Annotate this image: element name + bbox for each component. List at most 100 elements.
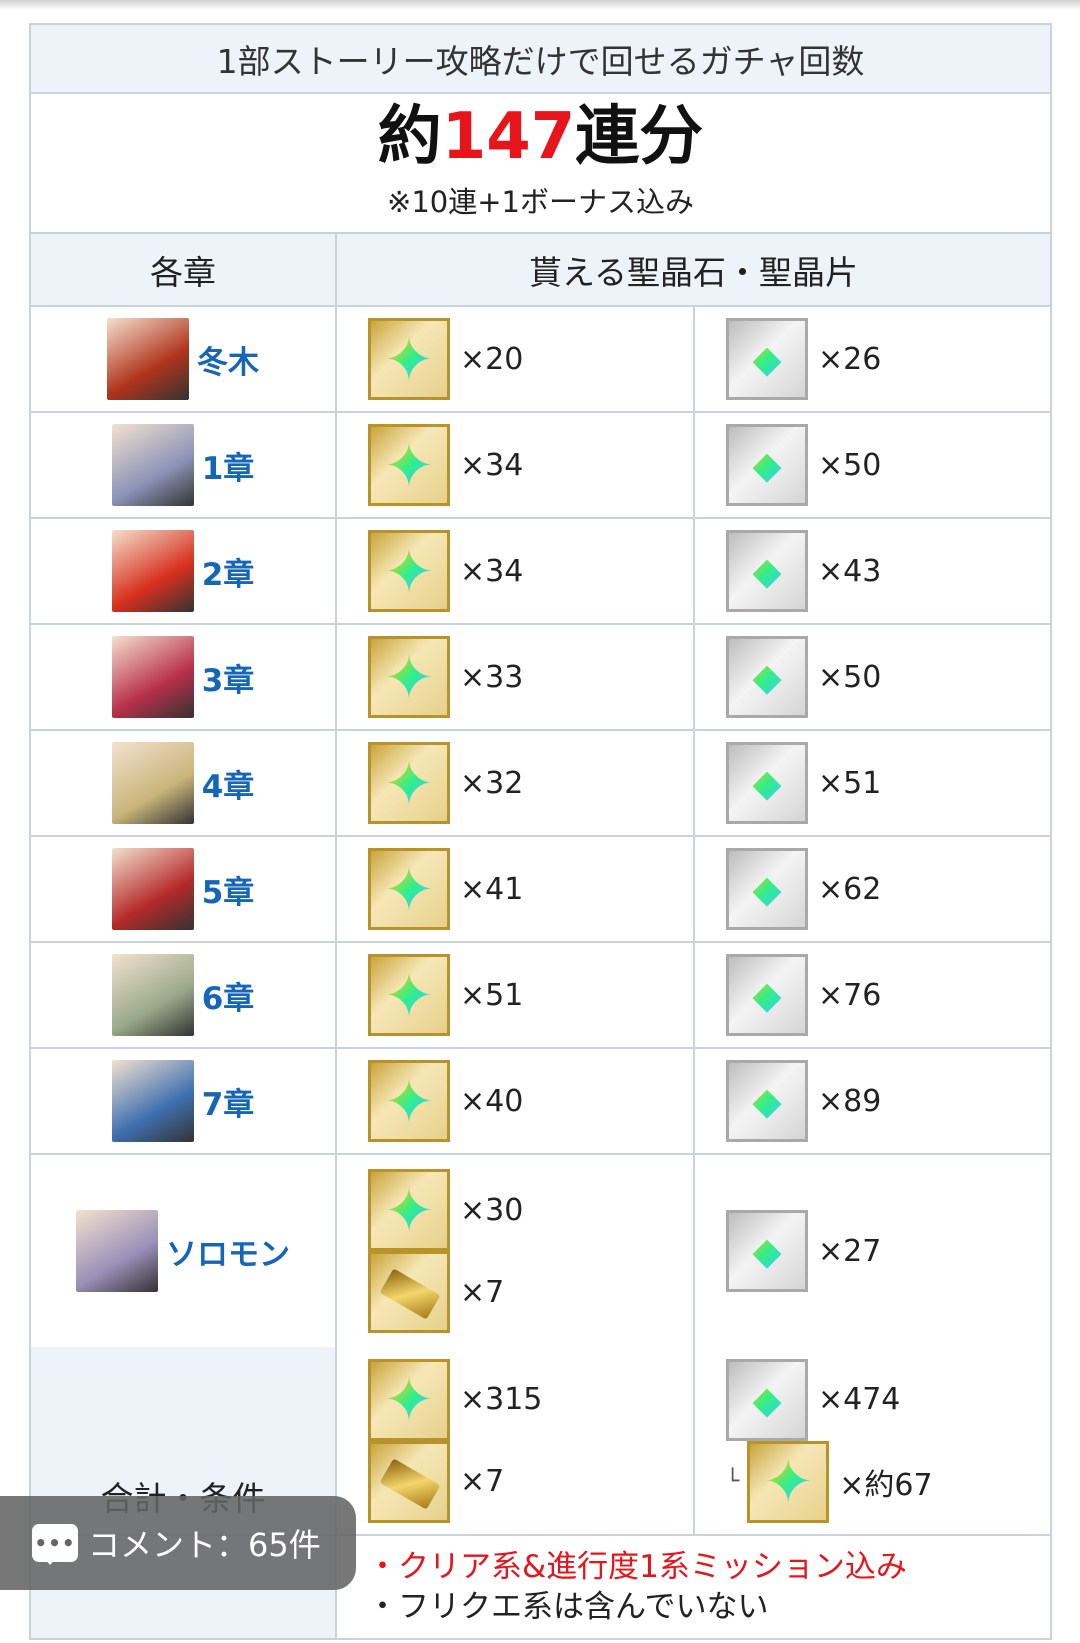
total-quartz: ×315 bbox=[460, 1382, 543, 1417]
summon-ticket-icon bbox=[368, 1440, 450, 1523]
table-row: 5章 ✦ ×41 ◆ ×62 bbox=[31, 837, 1050, 943]
saint-quartz-icon: ✦ bbox=[368, 318, 450, 400]
header-chapter: 各章 bbox=[31, 234, 337, 305]
ticket-count: ×7 bbox=[460, 1274, 505, 1310]
chapter-cell: 1章 bbox=[31, 413, 337, 517]
fragment-count: ×43 bbox=[818, 553, 882, 589]
chapter-link[interactable]: 7章 bbox=[201, 1086, 255, 1123]
quartz-fragment-icon: ◆ bbox=[726, 954, 808, 1036]
quartz-fragment-icon: ◆ bbox=[726, 530, 808, 612]
fragment-cell: ◆ ×43 bbox=[695, 519, 1050, 623]
quartz-count: ×51 bbox=[460, 977, 524, 1013]
quartz-count: ×34 bbox=[460, 447, 524, 483]
note-item: ・クリア系&進行度1系ミッション込み bbox=[367, 1549, 907, 1585]
chapter-link[interactable]: 2章 bbox=[201, 556, 255, 593]
table-row: 4章 ✦ ×32 ◆ ×51 bbox=[31, 731, 1050, 837]
quartz-fragment-icon: ◆ bbox=[726, 1210, 808, 1292]
chapter-link[interactable]: 6章 bbox=[201, 980, 255, 1017]
summary-number: 147 bbox=[441, 100, 576, 174]
top-shadow bbox=[0, 0, 1080, 10]
note-item: ・フリクエ系は含んでいない bbox=[367, 1589, 769, 1625]
fragments-as-quartz: ×約67 bbox=[839, 1467, 933, 1503]
servant-portrait bbox=[111, 848, 194, 930]
servant-portrait bbox=[111, 530, 194, 612]
quartz-cell: ✦ ×32 bbox=[337, 731, 695, 835]
chapter-link[interactable]: 1章 bbox=[201, 450, 255, 487]
summary-note: ※10連+1ボーナス込み bbox=[387, 185, 694, 219]
table-title: 1部ストーリー攻略だけで回せるガチャ回数 bbox=[31, 25, 1050, 94]
chapter-link[interactable]: ソロモン bbox=[166, 1236, 290, 1273]
saint-quartz-icon: ✦ bbox=[747, 1440, 830, 1523]
quartz-count: ×20 bbox=[460, 341, 524, 377]
fragment-count: ×50 bbox=[818, 447, 882, 483]
servant-portrait bbox=[111, 742, 194, 824]
chapter-link[interactable]: 4章 bbox=[201, 768, 255, 805]
table-row: 2章 ✦ ×34 ◆ ×43 bbox=[31, 519, 1050, 625]
saint-quartz-icon: ✦ bbox=[368, 1358, 450, 1441]
quartz-fragment-icon: ◆ bbox=[726, 318, 808, 400]
quartz-count: ×32 bbox=[460, 765, 524, 801]
comment-label: コメント：65件 bbox=[88, 1526, 321, 1564]
servant-portrait bbox=[111, 1060, 194, 1142]
quartz-cell: ✦ ×20 bbox=[337, 307, 695, 411]
fragment-cell: ◆ ×50 bbox=[695, 413, 1050, 517]
fragment-count: ×26 bbox=[818, 341, 882, 377]
servant-portrait bbox=[107, 318, 189, 400]
fragment-cell: ◆ ×26 bbox=[695, 307, 1050, 411]
quartz-count: ×41 bbox=[460, 871, 524, 907]
servant-portrait bbox=[111, 636, 194, 718]
chapter-cell: 冬木 bbox=[31, 307, 337, 411]
summary-cell: 約147連分 ※10連+1ボーナス込み bbox=[31, 94, 1050, 234]
quartz-fragment-icon: ◆ bbox=[726, 636, 808, 718]
quartz-fragment-icon: ◆ bbox=[726, 848, 808, 930]
fragment-count: ×50 bbox=[818, 659, 882, 695]
notes-cell: ・クリア系&進行度1系ミッション込み ・フリクエ系は含んでいない bbox=[337, 1536, 1050, 1638]
fragment-cell: ◆ ×89 bbox=[695, 1049, 1050, 1153]
total-quartz-cell: ✦ ×315 ×7 bbox=[337, 1347, 695, 1534]
fragment-count: ×89 bbox=[818, 1083, 882, 1119]
quartz-cell: ✦ ×40 bbox=[337, 1049, 695, 1153]
chapter-cell: ソロモン bbox=[31, 1155, 337, 1347]
summon-ticket-icon bbox=[368, 1251, 450, 1333]
comment-button[interactable]: ••• コメント：65件 bbox=[0, 1496, 356, 1590]
branch-mark: └ bbox=[726, 1469, 740, 1494]
saint-quartz-icon: ✦ bbox=[368, 742, 450, 824]
chapter-cell: 6章 bbox=[31, 943, 337, 1047]
servant-portrait bbox=[111, 954, 194, 1036]
fragment-cell: ◆ ×27 bbox=[695, 1155, 1050, 1347]
chapter-cell: 3章 bbox=[31, 625, 337, 729]
chapter-link[interactable]: 3章 bbox=[201, 662, 255, 699]
column-header-row: 各章 貰える聖晶石・聖晶片 bbox=[31, 234, 1050, 307]
chapter-link[interactable]: 5章 bbox=[201, 874, 255, 911]
fragment-count: ×62 bbox=[818, 871, 882, 907]
quartz-cell: ✦ ×30 ×7 bbox=[337, 1155, 695, 1347]
quartz-count: ×33 bbox=[460, 659, 524, 695]
speech-bubble-icon: ••• bbox=[32, 1524, 78, 1565]
saint-quartz-icon: ✦ bbox=[368, 954, 450, 1036]
servant-portrait bbox=[111, 424, 194, 506]
saint-quartz-icon: ✦ bbox=[368, 424, 450, 506]
fragment-count: ×27 bbox=[818, 1233, 882, 1269]
quartz-count: ×34 bbox=[460, 553, 524, 589]
fragment-count: ×51 bbox=[818, 765, 882, 801]
total-fragments-cell: ◆ ×474 └ ✦ ×約67 bbox=[695, 1347, 1050, 1534]
summary-suffix: 連分 bbox=[575, 100, 704, 174]
quartz-cell: ✦ ×41 bbox=[337, 837, 695, 941]
quartz-cell: ✦ ×51 bbox=[337, 943, 695, 1047]
table-row: 3章 ✦ ×33 ◆ ×50 bbox=[31, 625, 1050, 731]
header-rewards: 貰える聖晶石・聖晶片 bbox=[528, 252, 858, 292]
saint-quartz-icon: ✦ bbox=[368, 1169, 450, 1251]
fragment-cell: ◆ ×62 bbox=[695, 837, 1050, 941]
saint-quartz-icon: ✦ bbox=[368, 530, 450, 612]
table-row: ソロモン ✦ ×30 ×7 ◆ ×27 bbox=[31, 1155, 1050, 1347]
total-tickets: ×7 bbox=[460, 1464, 505, 1499]
quartz-fragment-icon: ◆ bbox=[726, 1358, 808, 1441]
quartz-cell: ✦ ×33 bbox=[337, 625, 695, 729]
fragment-cell: ◆ ×76 bbox=[695, 943, 1050, 1047]
saint-quartz-icon: ✦ bbox=[368, 848, 450, 930]
quartz-fragment-icon: ◆ bbox=[726, 1060, 808, 1142]
chapter-cell: 2章 bbox=[31, 519, 337, 623]
fragment-cell: ◆ ×50 bbox=[695, 625, 1050, 729]
fragment-count: ×76 bbox=[818, 977, 882, 1013]
chapter-link[interactable]: 冬木 bbox=[197, 344, 259, 381]
